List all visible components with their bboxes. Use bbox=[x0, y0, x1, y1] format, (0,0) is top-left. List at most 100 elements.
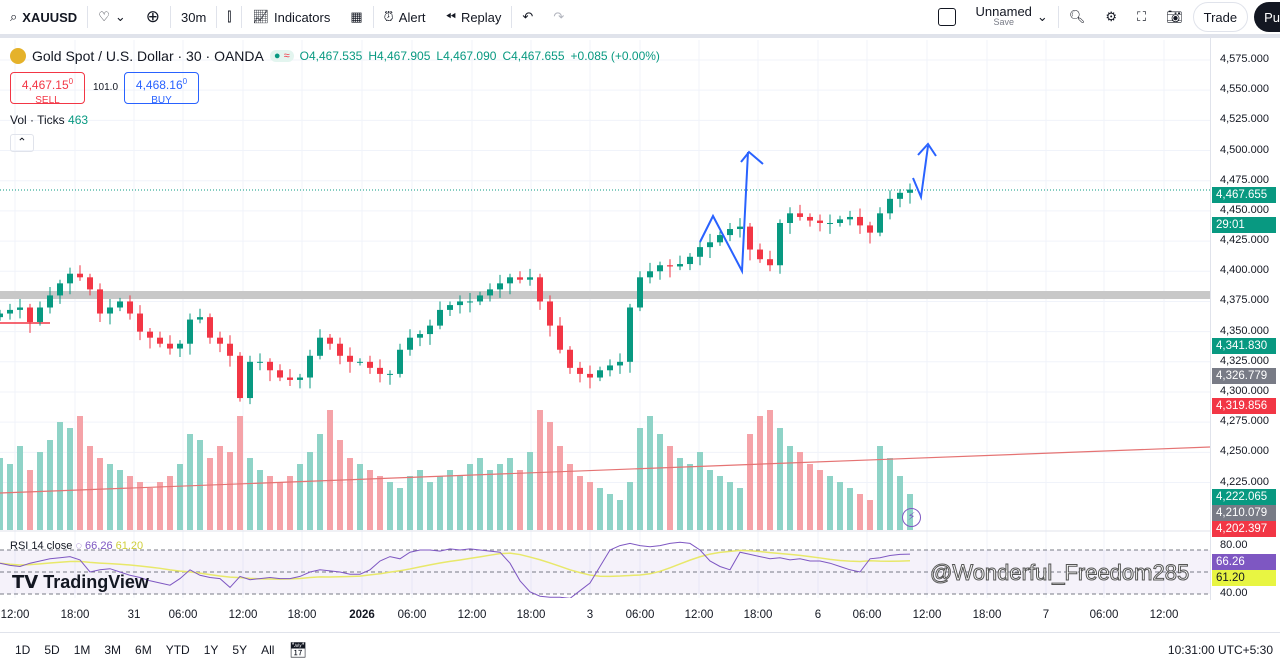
ohlc-open: O4,467.535 bbox=[299, 49, 363, 63]
candle-body bbox=[357, 361, 363, 363]
candle-body bbox=[897, 192, 903, 199]
candles-icon: ⫿ bbox=[227, 9, 232, 24]
volume-bar bbox=[277, 482, 283, 530]
indicators-button[interactable]: 📈︎ Indicators bbox=[252, 9, 331, 25]
volume-bar bbox=[537, 410, 543, 530]
price-tick: 4,350.000 bbox=[1220, 324, 1269, 337]
candle-body bbox=[787, 213, 793, 223]
volume-bar bbox=[427, 482, 433, 530]
market-status-badge[interactable]: ● ≈ bbox=[269, 50, 294, 62]
clock[interactable]: 10:31:00 UTC+5:30 bbox=[1167, 642, 1273, 657]
volume-bar bbox=[0, 458, 3, 530]
search-gear-icon: 🔍︎ bbox=[1068, 9, 1086, 24]
range-5y[interactable]: 5Y bbox=[232, 642, 248, 657]
settings-button[interactable]: ⚙ bbox=[1095, 2, 1127, 32]
redo-button[interactable]: ↷ bbox=[543, 2, 574, 32]
volume-bar bbox=[887, 458, 893, 530]
rsi-value-tag: 66.26 bbox=[1212, 554, 1276, 570]
price-chart[interactable] bbox=[0, 38, 1210, 598]
quick-search-button[interactable]: 🔍︎ bbox=[1059, 2, 1096, 32]
ohlc-close: C4,467.655 bbox=[502, 49, 565, 63]
volume-bar bbox=[637, 428, 643, 530]
volume-bar bbox=[117, 470, 123, 530]
candle-body bbox=[847, 216, 853, 220]
range-all[interactable]: All bbox=[261, 642, 275, 657]
candle-body bbox=[797, 213, 803, 217]
volume-bar bbox=[737, 488, 743, 530]
rewind-icon: ⏪︎ bbox=[445, 9, 456, 24]
price-tick: 4,475.000 bbox=[1220, 173, 1269, 186]
volume-bar bbox=[217, 446, 223, 530]
candle-body bbox=[167, 343, 173, 349]
volume-bar bbox=[237, 416, 243, 530]
divider bbox=[216, 6, 218, 28]
range-1m[interactable]: 1M bbox=[73, 642, 91, 657]
candle-body bbox=[247, 361, 253, 399]
range-1d[interactable]: 1D bbox=[15, 642, 31, 657]
candle-body bbox=[37, 307, 43, 322]
candle-body bbox=[207, 317, 213, 338]
price-tag: 4,319.856 bbox=[1212, 398, 1276, 414]
compare-button[interactable]: ⊕ bbox=[136, 2, 170, 32]
layout-name-button[interactable]: Unnamed Save ⌄ bbox=[975, 4, 1048, 27]
symbol-type-button[interactable]: ♡ ⌄ bbox=[88, 2, 136, 32]
volume-bar bbox=[167, 476, 173, 530]
range-ytd[interactable]: YTD bbox=[165, 642, 190, 657]
volume-bar bbox=[357, 464, 363, 530]
range-6m[interactable]: 6M bbox=[135, 642, 152, 657]
candle-body bbox=[627, 307, 633, 362]
last-price-tag: 4,467.655 bbox=[1212, 187, 1276, 203]
volume-bar bbox=[697, 452, 703, 530]
layout-toggle[interactable] bbox=[928, 2, 966, 32]
alert-button[interactable]: ⏰︎ Alert bbox=[383, 9, 426, 25]
symbol-search[interactable]: ⌕ XAUUSD bbox=[10, 9, 78, 25]
volume-bar bbox=[107, 464, 113, 530]
range-5d[interactable]: 5D bbox=[44, 642, 60, 657]
buy-button[interactable]: 4,468.160 BUY bbox=[124, 72, 199, 106]
volume-legend[interactable]: Vol · Ticks 463 bbox=[10, 113, 89, 127]
candle-body bbox=[147, 331, 153, 338]
lightning-button[interactable]: ⚡︎ bbox=[902, 508, 921, 527]
countdown-tag: 29:01 bbox=[1212, 217, 1276, 233]
time-tick: 06:00 bbox=[397, 609, 427, 621]
redo-icon: ↷ bbox=[553, 9, 565, 24]
candle-body bbox=[527, 277, 533, 280]
range-1y[interactable]: 1Y bbox=[203, 642, 219, 657]
collapse-legend-button[interactable]: ⌃ bbox=[10, 134, 34, 152]
templates-button[interactable]: ▦ bbox=[340, 2, 372, 32]
volume-bar bbox=[57, 422, 63, 530]
replay-button[interactable]: ⏪︎ Replay bbox=[445, 9, 502, 25]
symbol-title[interactable]: Gold Spot / U.S. Dollar · 30 · OANDA bbox=[32, 48, 264, 64]
interval-button[interactable]: 30m bbox=[181, 9, 207, 25]
trade-button[interactable]: Trade bbox=[1192, 2, 1249, 32]
candle-body bbox=[577, 367, 583, 374]
candle-body bbox=[27, 307, 33, 322]
fullscreen-button[interactable]: ⛶ bbox=[1127, 2, 1156, 32]
candle-body bbox=[697, 247, 703, 257]
sell-button[interactable]: 4,467.150 SELL bbox=[10, 72, 85, 106]
candle-body bbox=[517, 277, 523, 280]
candle-body bbox=[7, 309, 13, 314]
tradingview-logo[interactable]: 𝗧𝗩 TradingView bbox=[12, 572, 149, 592]
time-tick: 7 bbox=[1042, 609, 1050, 621]
candle-body bbox=[597, 370, 603, 378]
range-3m[interactable]: 3M bbox=[104, 642, 122, 657]
ohlc-change: +0.085 (+0.00%) bbox=[570, 49, 660, 63]
grid-icon: ▦ bbox=[350, 9, 363, 24]
candle-body bbox=[17, 307, 23, 310]
candle-body bbox=[397, 349, 403, 374]
candle-body bbox=[227, 343, 233, 356]
time-axis[interactable]: 12:00 18:00 31 06:00 12:00 18:00 2026 06:00 12:0… bbox=[0, 600, 1280, 632]
rsi-legend[interactable]: RSI 14 close ◌ 66.26 61.20 bbox=[10, 540, 144, 552]
publish-button[interactable]: Pu bbox=[1254, 2, 1280, 32]
snapshot-button[interactable]: 📷︎ bbox=[1156, 2, 1193, 32]
candle-body bbox=[617, 361, 623, 366]
volume-bar bbox=[387, 482, 393, 530]
goto-date-button[interactable]: 📅︎ bbox=[288, 641, 308, 659]
candle-body bbox=[317, 337, 323, 356]
arrow-head bbox=[740, 150, 764, 165]
chart-type-button[interactable]: ⫿ bbox=[217, 2, 241, 32]
undo-button[interactable]: ↶ bbox=[512, 2, 543, 32]
tv-logo-icon: 𝗧𝗩 bbox=[12, 572, 44, 592]
price-axis[interactable]: 4,575.000 4,550.000 4,525.000 4,500.000 4,47… bbox=[1210, 38, 1280, 600]
